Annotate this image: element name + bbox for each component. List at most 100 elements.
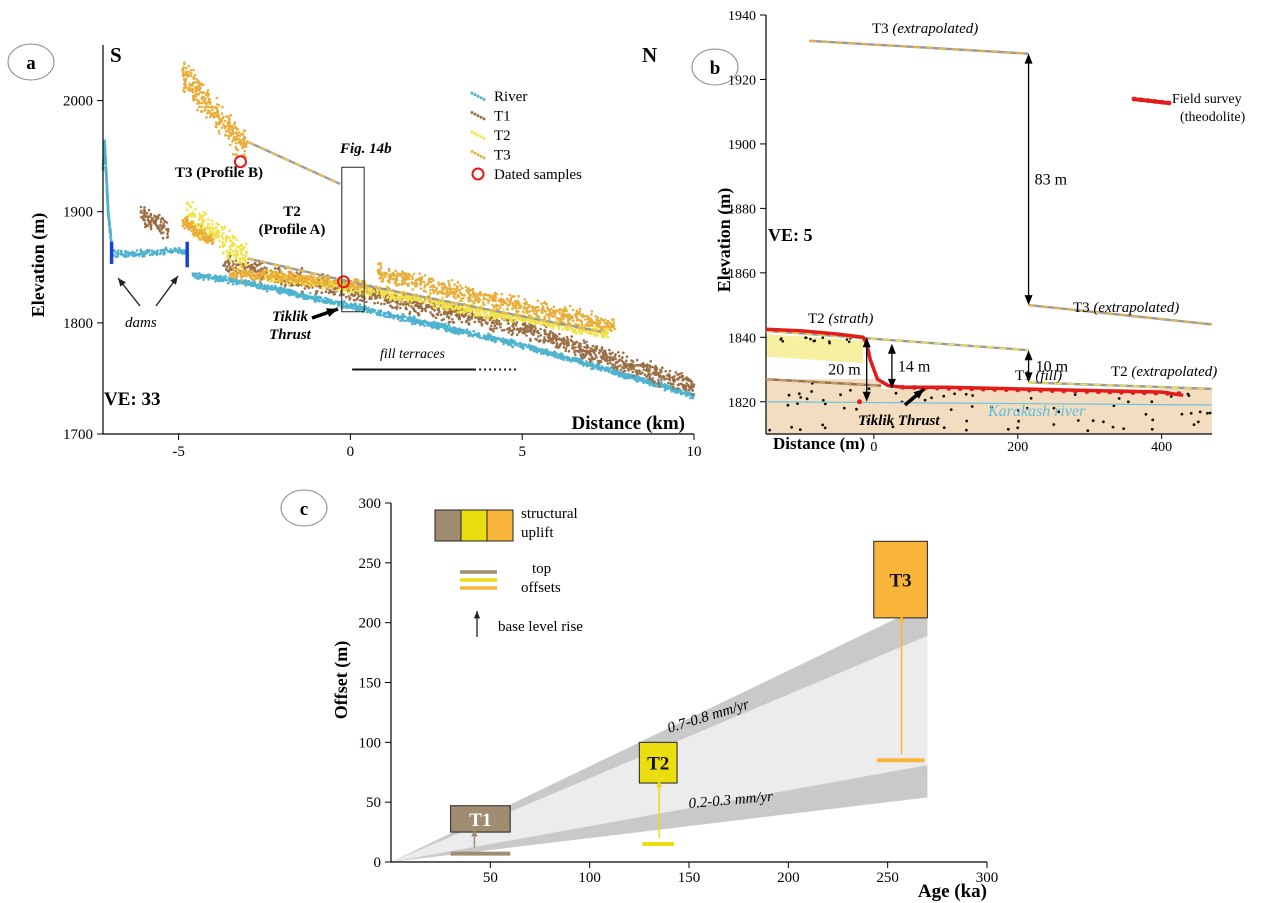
panel-a-point	[557, 327, 560, 331]
panel-a-point	[305, 294, 308, 298]
panel-a-point	[201, 220, 204, 223]
panel-a-point	[238, 131, 241, 134]
panel-a-point	[399, 315, 402, 319]
panel-a-point	[373, 301, 376, 305]
panel-a-point	[521, 320, 525, 324]
panel-a-point	[107, 213, 110, 217]
panel-a-point	[258, 262, 262, 266]
panel-a-point	[474, 316, 477, 319]
panel-a-point	[605, 354, 608, 358]
panel-a-point	[550, 338, 554, 342]
panel-a-point	[649, 366, 652, 369]
panel-a-point	[660, 385, 663, 388]
panel-a-point	[280, 289, 284, 292]
panel-a-point	[448, 329, 451, 333]
panel-a-point	[553, 333, 557, 337]
panel-a-point	[511, 331, 515, 335]
panel-a-point	[203, 276, 206, 279]
panel-a-point	[155, 250, 159, 253]
panel-a-point	[295, 293, 299, 296]
panel-a-point	[220, 112, 224, 115]
panel-a-point	[472, 329, 476, 333]
panel-a-point	[379, 302, 383, 306]
panel-a-point	[260, 267, 264, 270]
panel-a-point	[419, 304, 422, 307]
panel-a-point	[206, 222, 210, 226]
panel-a-point	[106, 194, 109, 197]
panel-a-point	[192, 68, 195, 72]
panel-a-point	[432, 314, 435, 318]
panel-a-point	[208, 276, 211, 280]
panel-a-point	[112, 253, 116, 257]
panel-a-point	[214, 226, 218, 229]
panel-a-point	[456, 295, 460, 298]
panel-a-point	[394, 306, 397, 309]
panel-a-point	[228, 267, 232, 271]
panel-a-point	[602, 351, 605, 355]
panel-a-point	[191, 81, 195, 85]
panel-a-point	[655, 366, 659, 370]
panel-a-point	[649, 360, 652, 363]
panel-a-point	[244, 242, 248, 246]
panel-a-point	[462, 309, 466, 313]
panel-a-point	[185, 202, 189, 205]
panel-a-point	[566, 356, 569, 360]
panel-a-point	[596, 366, 599, 369]
panel-a-point	[158, 252, 162, 256]
panel-a-point	[549, 353, 552, 356]
panel-a-point	[359, 298, 362, 302]
panel-a-point	[519, 342, 523, 346]
panel-a-point	[196, 80, 200, 83]
panel-a-point	[244, 261, 248, 264]
panel-a-point	[512, 327, 516, 330]
panel-a-point	[148, 249, 151, 252]
panel-a-point	[402, 319, 405, 322]
panel-a-point	[383, 302, 386, 306]
panel-a-point	[503, 315, 506, 318]
panel-a-point	[263, 266, 267, 269]
panel-a-point	[370, 308, 374, 312]
panel-a-point	[185, 70, 188, 74]
panel-a-point	[630, 368, 633, 371]
panel-a-point	[289, 290, 293, 294]
panel-a-point	[189, 89, 192, 93]
panel-a-point	[201, 218, 204, 221]
panel-a-point	[438, 310, 441, 314]
panel-a-point	[234, 131, 238, 134]
panel-a-point	[627, 369, 630, 372]
panel-a-point	[609, 356, 612, 359]
panel-a-point	[184, 66, 188, 70]
panel-a-point	[372, 294, 375, 297]
panel-a-point	[410, 299, 414, 302]
panel-a-point	[114, 251, 118, 254]
panel-a-point	[416, 311, 419, 315]
panel-a-point	[162, 224, 166, 228]
panel-a-point	[382, 314, 386, 318]
panel-a-point	[215, 277, 218, 281]
panel-a-point	[221, 105, 224, 109]
panel-a-point	[486, 321, 489, 325]
panel-a-point	[552, 341, 556, 345]
panel-a-point	[400, 296, 404, 299]
panel-a-point	[567, 349, 571, 353]
panel-a-south-label: S	[110, 43, 122, 67]
panel-a-point	[210, 276, 214, 280]
panel-a-point	[321, 287, 324, 291]
panel-a-point	[482, 310, 485, 314]
panel-a-point	[217, 122, 221, 126]
panel-a-point	[224, 275, 228, 278]
panel-a-point	[278, 287, 281, 291]
panel-a-point	[389, 304, 392, 308]
panel-a-point	[361, 295, 364, 299]
panel-a-point	[608, 361, 612, 364]
panel-a-point	[103, 149, 107, 153]
panel-a-point	[229, 113, 232, 117]
panel-a-point	[441, 304, 445, 308]
panel-a-point	[690, 386, 694, 389]
panel-a-label: a	[26, 53, 36, 74]
panel-a-point	[547, 339, 551, 343]
panel-a-point	[315, 296, 319, 300]
panel-a-point	[411, 277, 414, 281]
panel-a-point	[201, 274, 204, 278]
panel-a-point	[565, 335, 569, 339]
